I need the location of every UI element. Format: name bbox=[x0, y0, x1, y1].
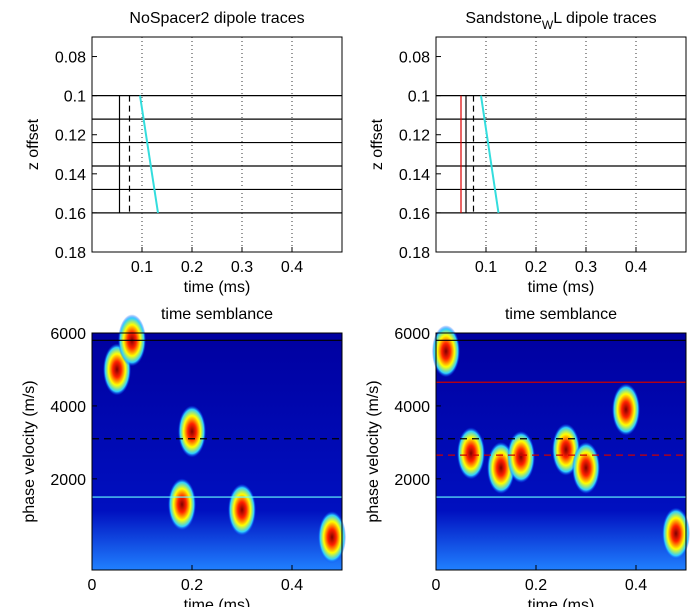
x-tick-label: 0 bbox=[88, 577, 97, 594]
semblance-peak bbox=[318, 511, 346, 564]
x-tick-label: 0.1 bbox=[131, 259, 153, 276]
semblance-peak bbox=[507, 430, 535, 483]
title-text: time semblance bbox=[161, 306, 273, 323]
semblance-peak bbox=[228, 483, 256, 536]
x-tick-label: 0.2 bbox=[525, 259, 547, 276]
y-tick-label: 2000 bbox=[50, 472, 86, 489]
semblance-peak bbox=[168, 478, 196, 531]
y-tick-label: 0.14 bbox=[55, 167, 86, 184]
x-tick-label: 0.1 bbox=[475, 259, 497, 276]
title-text: NoSpacer2 dipole traces bbox=[129, 10, 304, 27]
y-axis-label: phase velocity (m/s) bbox=[21, 380, 38, 522]
semblance-peak bbox=[662, 507, 690, 560]
y-tick-label: 0.12 bbox=[399, 128, 430, 145]
axes-box bbox=[91, 36, 343, 253]
chart-title: SandstoneWL dipole traces bbox=[465, 10, 656, 32]
x-tick-label: 0.4 bbox=[281, 577, 303, 594]
y-tick-label: 0.08 bbox=[55, 50, 86, 67]
y-tick-label: 0.12 bbox=[55, 128, 86, 145]
pick-line bbox=[480, 95, 500, 214]
y-tick-label: 0.1 bbox=[408, 89, 430, 106]
x-tick-label: 0.4 bbox=[281, 259, 303, 276]
axes-box bbox=[91, 332, 343, 571]
semblance-peak bbox=[457, 427, 485, 480]
semblance-peak bbox=[572, 441, 600, 494]
x-axis-label: time (ms) bbox=[184, 597, 251, 607]
semblance-peak bbox=[178, 405, 206, 458]
semblance-peak bbox=[612, 383, 640, 436]
x-axis-label: time (ms) bbox=[528, 597, 595, 607]
y-tick-label: 6000 bbox=[50, 326, 86, 343]
y-tick-label: 0.16 bbox=[55, 206, 86, 223]
y-tick-label: 0.18 bbox=[399, 245, 430, 262]
x-tick-label: 0.4 bbox=[625, 259, 647, 276]
x-tick-label: 0.4 bbox=[625, 577, 647, 594]
title-text: Sandstone bbox=[465, 10, 542, 27]
x-tick-label: 0.2 bbox=[181, 577, 203, 594]
x-tick-label: 0.2 bbox=[525, 577, 547, 594]
y-axis-label: z offset bbox=[369, 118, 386, 170]
title-text: time semblance bbox=[505, 306, 617, 323]
semblance-background bbox=[92, 333, 342, 570]
pick-line bbox=[139, 95, 159, 214]
x-tick-label: 0 bbox=[432, 577, 441, 594]
chart-title: time semblance bbox=[505, 306, 617, 323]
y-tick-label: 0.1 bbox=[64, 89, 86, 106]
axes-box bbox=[435, 36, 687, 253]
semblance-peak bbox=[432, 325, 460, 378]
x-axis-label: time (ms) bbox=[184, 279, 251, 296]
y-tick-label: 4000 bbox=[50, 399, 86, 416]
y-tick-label: 2000 bbox=[394, 472, 430, 489]
x-tick-label: 0.2 bbox=[181, 259, 203, 276]
title-text: L dipole traces bbox=[553, 10, 656, 27]
y-axis-label: z offset bbox=[25, 118, 42, 170]
axes-box bbox=[435, 332, 687, 571]
y-tick-label: 4000 bbox=[394, 399, 430, 416]
y-axis-label: phase velocity (m/s) bbox=[365, 380, 382, 522]
title-subscript: W bbox=[542, 18, 554, 32]
x-tick-label: 0.3 bbox=[575, 259, 597, 276]
x-axis-label: time (ms) bbox=[528, 279, 595, 296]
y-tick-label: 0.14 bbox=[399, 167, 430, 184]
y-tick-label: 6000 bbox=[394, 326, 430, 343]
y-tick-label: 0.08 bbox=[399, 50, 430, 67]
y-tick-label: 0.16 bbox=[399, 206, 430, 223]
x-tick-label: 0.3 bbox=[231, 259, 253, 276]
y-tick-label: 0.18 bbox=[55, 245, 86, 262]
chart-title: NoSpacer2 dipole traces bbox=[129, 10, 304, 27]
chart-title: time semblance bbox=[161, 306, 273, 323]
